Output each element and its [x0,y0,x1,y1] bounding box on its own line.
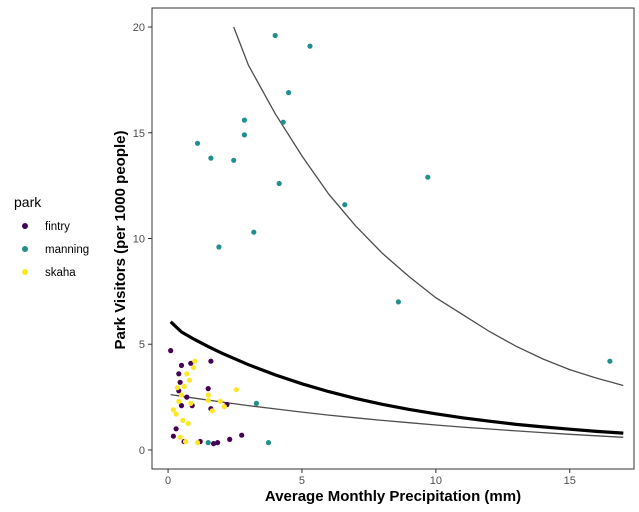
data-point-fintry [227,436,233,442]
data-point-manning [216,244,222,250]
data-point-manning [342,202,348,208]
legend-label-skaha: skaha [45,267,76,279]
data-point-fintry [176,371,182,377]
legend-key-fintry [22,223,28,229]
data-point-skaha [177,434,183,440]
data-point-manning [241,132,247,138]
y-axis: 0 5 10 15 20 [133,22,152,457]
data-point-fintry [215,440,221,446]
series-skaha [170,358,239,446]
data-point-skaha [221,404,227,410]
data-point-skaha [180,417,186,423]
data-point-manning [205,440,211,446]
x-tick-label: 5 [299,475,305,487]
data-point-skaha [174,385,180,391]
y-axis-title: Park Visitors (per 1000 people) [112,131,129,350]
data-point-skaha [185,420,191,427]
data-point-skaha [186,377,193,383]
data-point-manning [231,157,237,163]
data-point-manning [607,358,613,364]
data-point-manning [194,140,201,146]
legend-key-manning [22,246,28,252]
data-point-skaha [188,400,194,406]
y-tick-label: 10 [133,234,145,246]
data-point-fintry [239,432,245,438]
data-point-fintry [168,348,174,354]
data-point-manning [276,180,282,187]
legend-title: park [14,194,42,210]
data-point-fintry [208,358,214,364]
panel-border [151,7,635,470]
data-point-skaha [205,397,211,403]
plot-panel [151,7,635,470]
x-tick-label: 10 [430,475,442,487]
data-point-manning [286,90,292,96]
mean-fit-line [169,320,624,435]
data-point-manning [425,174,431,180]
series-manning [194,32,613,446]
data-point-skaha [184,371,190,377]
data-point-skaha [178,392,185,398]
data-point-skaha [190,364,197,371]
y-tick-label: 15 [133,128,145,140]
data-point-manning [265,440,272,446]
data-point-fintry [170,433,176,439]
data-point-manning [272,32,278,39]
y-tick-label: 20 [133,22,145,34]
data-point-fintry [211,441,217,447]
data-point-skaha [217,398,223,404]
legend-label-manning: manning [45,244,89,256]
data-point-skaha [233,387,239,393]
data-point-fintry [173,426,179,432]
data-point-skaha [194,440,201,446]
x-axis: 0 5 10 15 [165,469,576,487]
data-point-fintry [205,386,211,392]
data-point-skaha [182,438,189,445]
data-point-skaha [209,408,215,414]
data-point-skaha [181,383,187,390]
legend: park fintry manning skaha [14,194,89,279]
data-point-fintry [184,394,190,400]
legend-label-fintry: fintry [45,221,70,233]
series-fintry [168,348,245,447]
legend-key-skaha [22,269,28,275]
x-tick-label: 0 [165,475,171,487]
data-point-manning [395,299,401,305]
data-point-fintry [178,403,185,409]
data-point-manning [280,119,286,125]
data-point-skaha [192,358,198,364]
data-point-manning [208,155,214,161]
y-tick-label: 5 [139,339,145,351]
data-point-manning [253,400,259,406]
y-tick-label: 0 [139,445,145,457]
lower-band-line [170,393,624,438]
data-point-fintry [188,360,194,366]
data-point-fintry [177,379,183,385]
data-point-manning [251,229,257,235]
x-tick-label: 15 [564,475,576,487]
data-point-skaha [205,392,211,398]
data-point-skaha [173,411,179,417]
data-point-manning [307,43,313,49]
data-point-skaha [170,407,176,413]
x-axis-title: Average Monthly Precipitation (mm) [265,488,521,505]
upper-band-line [233,26,624,387]
data-point-skaha [176,398,182,404]
data-point-fintry [178,362,185,368]
data-point-manning [241,117,247,123]
